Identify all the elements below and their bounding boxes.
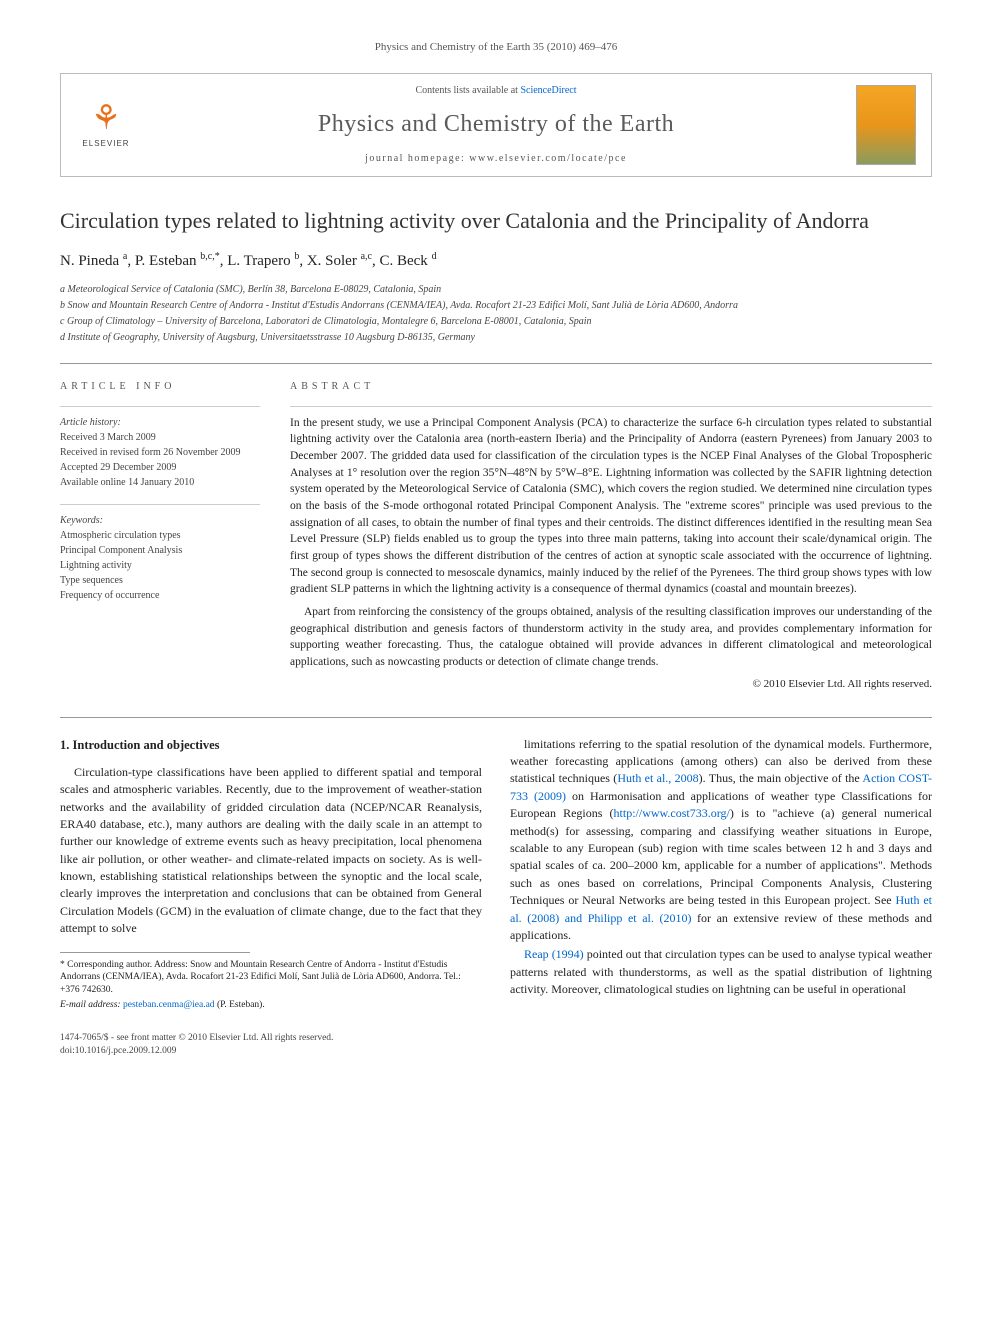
affiliations: a Meteorological Service of Catalonia (S… [60, 282, 932, 345]
abstract-p2: Apart from reinforcing the consistency o… [290, 604, 932, 671]
running-head: Physics and Chemistry of the Earth 35 (2… [60, 40, 932, 55]
history-received: Received 3 March 2009 [60, 430, 260, 445]
ref-reap-1994[interactable]: Reap (1994) [524, 947, 584, 961]
email-label: E-mail address: [60, 1000, 123, 1010]
abstract-copyright: © 2010 Elsevier Ltd. All rights reserved… [290, 677, 932, 693]
publisher-logo-box: ⚘ ELSEVIER [61, 74, 151, 176]
contents-prefix: Contents lists available at [415, 85, 520, 96]
abstract-text: In the present study, we use a Principal… [290, 406, 932, 693]
corresponding-email-line: E-mail address: pesteban.cenma@iea.ad (P… [60, 999, 482, 1012]
history-accepted: Accepted 29 December 2009 [60, 460, 260, 475]
elsevier-logo: ⚘ ELSEVIER [76, 90, 136, 160]
homepage-url: www.elsevier.com/locate/pce [469, 153, 627, 164]
masthead-center: Contents lists available at ScienceDirec… [151, 74, 841, 176]
ref-huth-philipp[interactable]: Huth et al. (2008) and Philipp et al. (2… [510, 893, 932, 924]
keywords-label: Keywords: [60, 513, 260, 528]
footer-issn: 1474-7065/$ - see front matter © 2010 El… [60, 1032, 932, 1045]
keyword-3: Type sequences [60, 573, 260, 588]
page-footer: 1474-7065/$ - see front matter © 2010 El… [60, 1032, 932, 1059]
section-1-p3: Reap (1994) pointed out that circulation… [510, 946, 932, 998]
keyword-0: Atmospheric circulation types [60, 528, 260, 543]
info-abstract-row: ARTICLE INFO Article history: Received 3… [60, 363, 932, 693]
article-info: ARTICLE INFO Article history: Received 3… [60, 380, 260, 693]
affiliation-b: b Snow and Mountain Research Centre of A… [60, 298, 932, 313]
history-label: Article history: [60, 415, 260, 430]
abstract-p1: In the present study, we use a Principal… [290, 415, 932, 598]
keyword-2: Lightning activity [60, 558, 260, 573]
body-columns: 1. Introduction and objectives Circulati… [60, 717, 932, 1012]
contents-available-line: Contents lists available at ScienceDirec… [151, 84, 841, 98]
footnote-separator [60, 952, 250, 953]
history-online: Available online 14 January 2010 [60, 475, 260, 490]
journal-cover-thumbnail [856, 85, 916, 165]
corresponding-email-link[interactable]: pesteban.cenma@iea.ad [123, 1000, 215, 1010]
keyword-1: Principal Component Analysis [60, 543, 260, 558]
affiliation-d: d Institute of Geography, University of … [60, 330, 932, 345]
journal-masthead: ⚘ ELSEVIER Contents lists available at S… [60, 73, 932, 177]
affiliation-c: c Group of Climatology – University of B… [60, 314, 932, 329]
keywords-block: Keywords: Atmospheric circulation types … [60, 504, 260, 603]
footer-doi: doi:10.1016/j.pce.2009.12.009 [60, 1045, 932, 1058]
section-1-head: 1. Introduction and objectives [60, 736, 482, 754]
authors-line: N. Pineda a, P. Esteban b,c,*, L. Traper… [60, 250, 932, 272]
affiliation-a: a Meteorological Service of Catalonia (S… [60, 282, 932, 297]
article-title: Circulation types related to lightning a… [60, 207, 932, 236]
article-info-head: ARTICLE INFO [60, 380, 260, 394]
elsevier-tree-icon: ⚘ [91, 102, 121, 136]
ref-cost733-2009[interactable]: Action COST-733 (2009) [510, 771, 932, 802]
section-1-p2: limitations referring to the spatial res… [510, 736, 932, 945]
keyword-4: Frequency of occurrence [60, 588, 260, 603]
article-history: Article history: Received 3 March 2009 R… [60, 406, 260, 490]
sciencedirect-link[interactable]: ScienceDirect [520, 85, 576, 96]
journal-cover-box [841, 74, 931, 176]
abstract: ABSTRACT In the present study, we use a … [290, 380, 932, 693]
abstract-head: ABSTRACT [290, 380, 932, 394]
history-revised: Received in revised form 26 November 200… [60, 445, 260, 460]
section-1-p1: Circulation-type classifications have be… [60, 764, 482, 938]
homepage-prefix: journal homepage: [365, 153, 469, 164]
journal-homepage: journal homepage: www.elsevier.com/locat… [151, 152, 841, 166]
email-suffix: (P. Esteban). [215, 1000, 265, 1010]
corresponding-author-note: * Corresponding author. Address: Snow an… [60, 959, 482, 997]
publisher-name: ELSEVIER [82, 138, 129, 149]
cost733-url[interactable]: http://www.cost733.org/ [614, 806, 730, 820]
ref-huth-2008[interactable]: Huth et al., 2008 [617, 771, 698, 785]
journal-name: Physics and Chemistry of the Earth [151, 108, 841, 142]
